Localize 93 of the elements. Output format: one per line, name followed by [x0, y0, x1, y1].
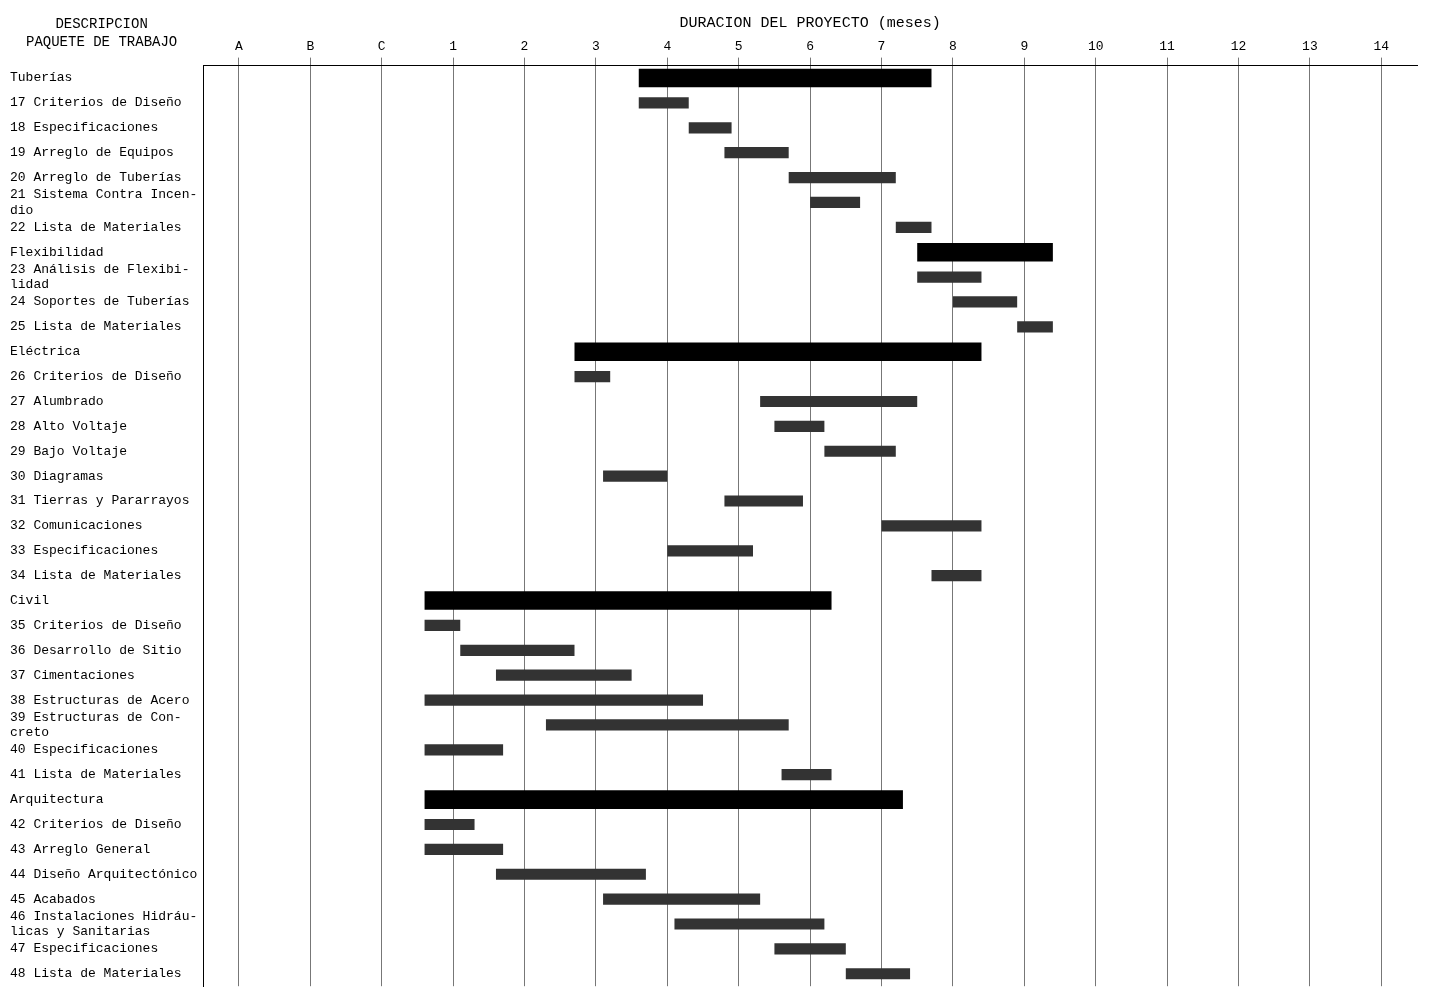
y-tick-label: 47 Especificaciones [10, 941, 159, 957]
x-tick-label: 4 [663, 39, 672, 55]
bar [774, 943, 846, 955]
y-tick-label: 44 Diseño Arquitectónico [10, 866, 198, 882]
bar [781, 769, 832, 781]
x-tick-label: C [377, 39, 386, 55]
y-tick-label: 34 Lista de Materiales [10, 568, 182, 584]
x-tick-label: 6 [806, 39, 815, 55]
y-tick-label: 43 Arreglo General [10, 841, 151, 857]
x-tick-label: 1 [449, 39, 458, 55]
bar [460, 644, 575, 656]
y-tick-label: Tuberías [10, 70, 73, 86]
y-tick-label: 36 Desarrollo de Sitio [10, 642, 182, 658]
x-tick-label: 10 [1087, 39, 1104, 55]
y-tick-label: 35 Criterios de Diseño [10, 617, 182, 633]
x-tick-label: 8 [949, 39, 957, 55]
y-tick-label: 48 Lista de Materiales [10, 966, 182, 982]
x-tick-label: 9 [1020, 39, 1029, 55]
bar [917, 242, 1053, 262]
bar [424, 744, 504, 756]
y-tick-label: 33 Especificaciones [10, 543, 159, 559]
bar [424, 619, 461, 632]
x-tick-label: 7 [877, 39, 886, 55]
y-tick-label: 29 Bajo Voltaje [10, 443, 128, 459]
y-tick-label: 39 Estructuras de Con- creto [10, 709, 182, 741]
y-tick-label: 38 Estructuras de Acero [10, 692, 190, 708]
bar [895, 221, 932, 233]
y-tick-label: 31 Tierras y Pararrayos [10, 493, 190, 509]
bar [760, 395, 918, 408]
x-tick-label: 3 [592, 39, 600, 55]
bar [424, 591, 832, 610]
x-tick-label: A [235, 39, 244, 55]
x-tick-label: 13 [1302, 39, 1318, 55]
bar [824, 445, 896, 457]
bar [424, 790, 903, 809]
y-tick-label: 26 Criterios de Diseño [10, 369, 182, 385]
bar [1017, 321, 1053, 333]
bar [574, 342, 982, 362]
bar [545, 719, 789, 731]
x-tick-label: 2 [520, 39, 529, 55]
bar [424, 843, 504, 855]
y-tick-label: 45 Acabados [10, 891, 96, 907]
x-tick-label: 5 [734, 39, 743, 55]
bar [810, 196, 861, 209]
y-tick-label: 21 Sistema Contra Incen- dio [10, 187, 198, 218]
bar [603, 893, 761, 905]
y-tick-label: 20 Arreglo de Tuberías [10, 170, 182, 185]
y-tick-label: 37 Cimentaciones [10, 667, 135, 683]
bar [688, 122, 732, 134]
bar [495, 868, 646, 880]
y-tick-label: 32 Comunicaciones [10, 518, 143, 534]
bar [574, 371, 611, 383]
y-tick-label: 28 Alto Voltaje [10, 418, 128, 434]
y-tick-label: 17 Criterios de Diseño [10, 95, 182, 111]
y-tick-label: Arquitectura [10, 792, 104, 808]
bar [845, 968, 911, 980]
y-tick-label: Civil [10, 592, 50, 608]
bar [774, 420, 825, 432]
y-tick-label: 22 Lista de Materiales [10, 219, 182, 235]
bar [917, 271, 982, 283]
bar [424, 818, 475, 831]
bar [788, 171, 896, 184]
y-tick-label: 19 Arreglo de Equipos [10, 145, 174, 161]
bar [724, 147, 789, 159]
bar [724, 495, 803, 507]
bar [674, 918, 825, 930]
y-tick-label: 40 Especificaciones [10, 742, 159, 758]
bar [495, 669, 632, 681]
bar [881, 520, 982, 532]
y-axis-title: DESCRIPCION PAQUETE DE TRABAJO [26, 15, 178, 50]
x-axis-title: DURACION DEL PROYECTO (meses) [679, 14, 941, 32]
y-tick-label: 25 Lista de Materiales [10, 319, 182, 335]
x-tick-label: 12 [1230, 39, 1247, 55]
bar [638, 68, 932, 88]
bar [638, 97, 689, 109]
x-tick-label: 11 [1159, 39, 1176, 55]
y-tick-label: 42 Criterios de Diseño [10, 816, 182, 832]
x-tick-label: 14 [1373, 39, 1390, 55]
y-tick-label: Flexibilidad [10, 244, 104, 260]
bar [603, 470, 668, 482]
y-tick-label: 23 Análisis de Flexibi- lidad [10, 261, 190, 293]
bar [952, 296, 1018, 308]
bar [667, 545, 753, 557]
y-tick-label: 41 Lista de Materiales [10, 767, 182, 783]
bar [931, 570, 982, 582]
y-tick-label: 18 Especificaciones [10, 120, 159, 136]
y-tick-label: 30 Diagramas [10, 468, 104, 484]
x-tick-label: B [306, 39, 315, 55]
y-tick-label: 46 Instalaciones Hidráu- licas y Sanitarias [10, 908, 198, 940]
y-tick-label: 27 Alumbrado [10, 393, 104, 409]
bar [424, 694, 704, 706]
y-tick-label: Eléctrica [10, 344, 81, 360]
y-tick-label: 24 Soportes de Tuberías [10, 294, 190, 310]
